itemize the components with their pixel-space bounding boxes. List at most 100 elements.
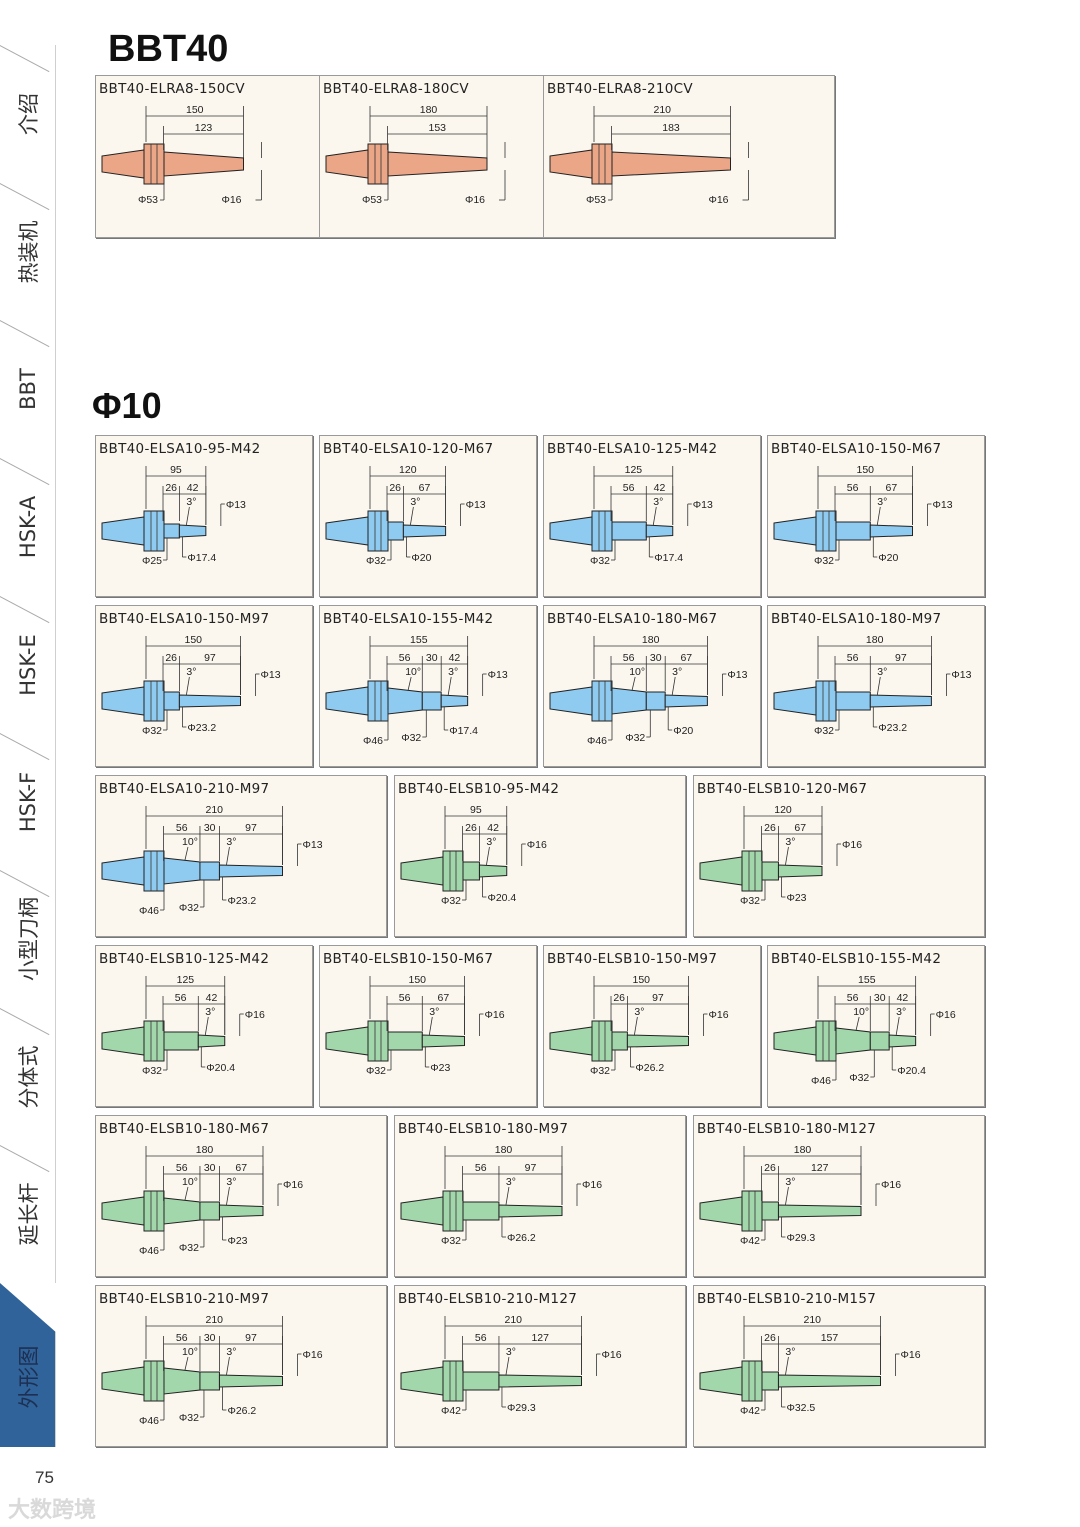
taper-shank xyxy=(400,856,444,886)
product-card[interactable]: BBT40-ELSA10-120-M67 120 26 67 3° Φ13 Φ32 Φ20 xyxy=(319,435,537,597)
dimension-label: Φ13 xyxy=(727,669,747,681)
dimension-label: 26 xyxy=(764,1332,776,1344)
product-card[interactable]: BBT40-ELSB10-120-M67 120 26 67 3° Φ16 Φ32 Φ23 xyxy=(693,775,985,937)
dimension-label: 26 xyxy=(465,822,477,834)
dimension-label: 67 xyxy=(794,822,806,834)
dimension-label: 56 xyxy=(176,822,188,834)
sidebar-tab-5[interactable]: HSK-F xyxy=(0,733,56,870)
product-card[interactable]: BBT40-ELSB10-210-M157 210 26 157 3° Φ16 Φ42 Φ32… xyxy=(693,1285,985,1447)
product-card[interactable]: BBT40-ELSB10-180-M97 180 56 97 3° Φ16 Φ32 Φ26.2 xyxy=(394,1115,686,1277)
tool-body xyxy=(761,1201,779,1221)
product-card[interactable]: BBT40-ELSB10-125-M42 125 56 42 3° Φ16 Φ32 Φ20.4 xyxy=(95,945,313,1107)
dimension-label: Φ13 xyxy=(466,499,486,511)
dimension-label: Φ53 xyxy=(586,194,606,206)
sidebar-tab-2[interactable]: BBT xyxy=(0,320,56,458)
product-card[interactable]: BBT40-ELSA10-125-M42 125 56 42 3° Φ13 Φ32 Φ17.4 xyxy=(543,435,761,597)
sidebar-tab-7[interactable]: 分体式 xyxy=(0,1008,56,1145)
product-card[interactable]: BBT40-ELSA10-95-M42 95 26 42 3° Φ13 Φ25 Φ17.4 xyxy=(95,435,313,597)
dimension-label: 56 xyxy=(475,1332,487,1344)
product-code: BBT40-ELSA10-95-M42 xyxy=(99,441,261,457)
dimension-label: 30 xyxy=(650,652,662,664)
product-code: BBT40-ELSA10-150-M67 xyxy=(771,441,942,457)
product-card[interactable]: BBT40-ELSB10-95-M42 95 26 42 3° Φ16 Φ32 Φ20.4 xyxy=(394,775,686,937)
product-card[interactable]: BBT40-ELSB10-150-M67 150 56 67 3° Φ16 Φ32 Φ23 xyxy=(319,945,537,1107)
dimension-label: 3° xyxy=(877,496,887,508)
dimension-label: 180 xyxy=(794,1144,812,1156)
flange xyxy=(741,1360,763,1402)
tool-body xyxy=(835,691,871,711)
dimension-label: 56 xyxy=(475,1162,487,1174)
taper-shank xyxy=(699,1366,743,1396)
extension-tip xyxy=(440,694,469,708)
sidebar-tab-0[interactable]: 介绍 xyxy=(0,45,56,183)
tool-body xyxy=(387,521,404,541)
product-card[interactable]: BBT40-ELSB10-155-M42 155 56 30 42 10° 3° Φ16 Φ46… xyxy=(767,945,985,1107)
product-card[interactable]: BBT40-ELSA10-150-M97 150 26 97 3° Φ13 Φ32 Φ23.2 xyxy=(95,605,313,767)
dimension-label: 56 xyxy=(847,652,859,664)
dimension-label: Φ16 xyxy=(245,1009,265,1021)
product-card[interactable]: BBT40-ELSA10-180-M67 180 56 30 67 10° 3° Φ13 Φ46… xyxy=(543,605,761,767)
sidebar-tab-6[interactable]: 小型刀柄 xyxy=(0,870,56,1008)
product-card[interactable]: BBT40-ELSA10-180-M97 180 56 97 3° Φ13 Φ32 Φ23.2 xyxy=(767,605,985,767)
dimension-label: 26 xyxy=(165,482,177,494)
dimension-line xyxy=(204,1016,209,1036)
dimension-label: 10° xyxy=(405,666,421,678)
taper-shank xyxy=(549,149,593,179)
tool-drawing: 180 56 30 67 10° 3° Φ16 Φ46 Φ32 Φ23 xyxy=(101,1144,303,1257)
dimension-label: Φ53 xyxy=(362,194,382,206)
dimension-label: Φ23 xyxy=(430,1062,450,1074)
dimension-line xyxy=(226,1356,230,1376)
product-card[interactable]: BBT40-ELSA10-210-M97 210 56 30 97 10° 3° Φ13 Φ46… xyxy=(95,775,387,937)
sidebar-tab-1[interactable]: 热装机 xyxy=(0,183,56,320)
dimension-label: 10° xyxy=(182,1346,198,1358)
product-card[interactable]: BBT40-ELSB10-180-M127 180 26 127 3° Φ16 Φ42 Φ29… xyxy=(693,1115,985,1277)
product-card[interactable]: BBT40-ELSA10-155-M42 155 56 30 42 10° 3° Φ13 Φ46… xyxy=(319,605,537,767)
taper-body xyxy=(387,687,423,715)
product-code: BBT40-ELSA10-125-M42 xyxy=(547,441,718,457)
dimension-label: Φ20 xyxy=(673,725,693,737)
product-card[interactable]: BBT40-ELSB10-210-M97 210 56 30 97 10° 3° Φ16 Φ46… xyxy=(95,1285,387,1447)
product-card[interactable]: BBT40-ELSB10-180-M67 180 56 30 67 10° 3° Φ16 Φ46… xyxy=(95,1115,387,1277)
dimension-label: Φ32.5 xyxy=(786,1402,815,1414)
taper-shank xyxy=(549,516,593,546)
product-card[interactable]: BBT40-ELSB10-210-M127 210 56 127 3° Φ16 Φ42 Φ29… xyxy=(394,1285,686,1447)
sidebar-tab-label: 小型刀柄 xyxy=(16,897,41,981)
flange xyxy=(591,680,613,722)
extension-tip xyxy=(478,864,508,878)
product-card[interactable]: BBT40-ELRA8-210CV 210 183 Φ16 Φ53 xyxy=(543,75,835,238)
extension-tip xyxy=(218,1204,264,1218)
sidebar-tab-3[interactable]: HSK-A xyxy=(0,458,56,596)
sidebar-tab-4[interactable]: HSK-E xyxy=(0,596,56,733)
product-card[interactable]: BBT40-ELSA10-150-M67 150 56 67 3° Φ13 Φ32 Φ20 xyxy=(767,435,985,597)
dimension-label: Φ23.2 xyxy=(878,722,907,734)
sidebar-tab-8[interactable]: 延长杆 xyxy=(0,1145,56,1283)
dimension-label: Φ13 xyxy=(303,839,323,851)
dimension-label: Φ16 xyxy=(881,1179,901,1191)
taper-shank xyxy=(325,1026,369,1056)
tool-body xyxy=(163,151,244,177)
dimension-label: 3° xyxy=(785,836,795,848)
sidebar-tab-9[interactable]: 外形图 xyxy=(0,1283,56,1447)
dimension-label: 56 xyxy=(176,1162,188,1174)
dimension-label: 67 xyxy=(680,652,692,664)
dimension-label: 10° xyxy=(629,666,645,678)
dimension-label: Φ46 xyxy=(139,1415,159,1427)
dimension-label: Φ29.3 xyxy=(786,1232,815,1244)
taper-shank xyxy=(400,1366,444,1396)
dimension-label: 3° xyxy=(410,496,420,508)
dimension-label: 3° xyxy=(506,1176,516,1188)
flange xyxy=(591,510,613,552)
flange xyxy=(143,850,165,892)
dimension-label: Φ32 xyxy=(142,1065,162,1077)
extension-tip xyxy=(218,1374,283,1388)
taper-shank xyxy=(549,686,593,716)
tool-body xyxy=(163,1031,199,1051)
dimension-label: 3° xyxy=(672,666,682,678)
dimension-label: 210 xyxy=(205,804,223,816)
dimension-label: 183 xyxy=(662,122,680,134)
dimension-label: Φ32 xyxy=(179,1412,199,1424)
product-card[interactable]: BBT40-ELSB10-150-M97 150 26 97 3° Φ16 Φ32 Φ26.2 xyxy=(543,945,761,1107)
flange xyxy=(143,1360,165,1402)
dimension-label: Φ16 xyxy=(283,1179,303,1191)
product-code: BBT40-ELSB10-125-M42 xyxy=(99,951,270,967)
